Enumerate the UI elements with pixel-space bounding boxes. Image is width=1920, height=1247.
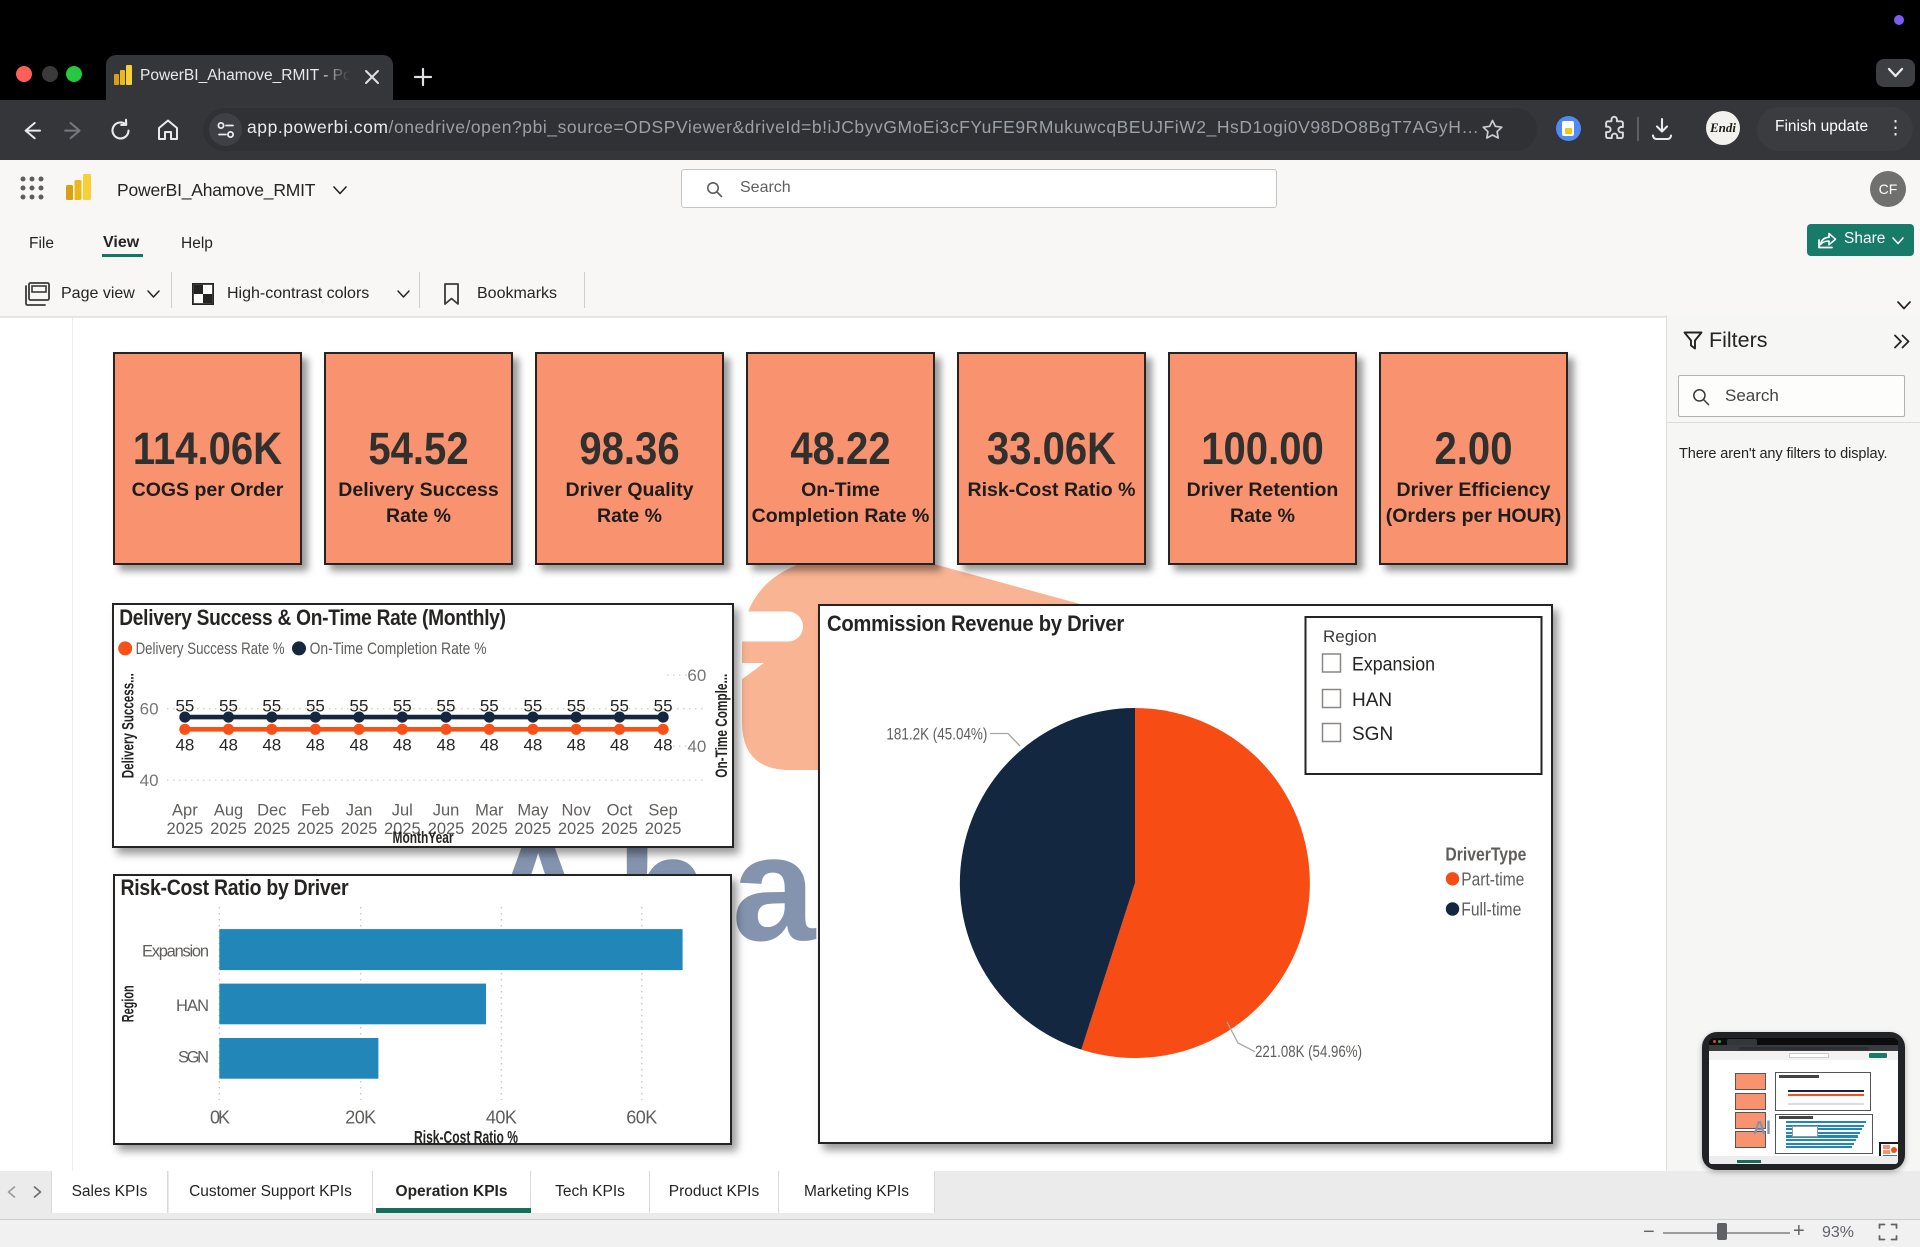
svg-text:48: 48 — [262, 736, 281, 755]
svg-text:2025: 2025 — [341, 820, 378, 838]
svg-text:Commission Revenue by Driver: Commission Revenue by Driver — [827, 612, 1124, 636]
svg-text:Region: Region — [119, 985, 138, 1022]
svg-text:2025: 2025 — [558, 820, 595, 838]
svg-text:2025: 2025 — [428, 820, 465, 838]
svg-text:48: 48 — [610, 736, 629, 755]
svg-text:Delivery Success & On-Time Rat: Delivery Success & On-Time Rate (Monthly… — [119, 606, 506, 631]
svg-text:Aug: Aug — [214, 802, 243, 820]
svg-text:55: 55 — [610, 697, 629, 716]
svg-text:55: 55 — [350, 697, 369, 716]
svg-text:2025: 2025 — [253, 820, 290, 838]
svg-text:55: 55 — [437, 697, 456, 716]
svg-text:60K: 60K — [626, 1108, 657, 1128]
svg-text:SGN: SGN — [178, 1049, 209, 1067]
svg-text:221.08K (54.96%): 221.08K (54.96%) — [1255, 1043, 1362, 1061]
svg-text:Expansion: Expansion — [1352, 655, 1435, 676]
svg-text:Jun: Jun — [433, 802, 460, 820]
svg-text:48: 48 — [567, 736, 586, 755]
svg-text:48: 48 — [523, 736, 542, 755]
svg-text:48: 48 — [480, 736, 499, 755]
svg-text:Jan: Jan — [346, 802, 373, 820]
svg-text:60: 60 — [140, 700, 159, 719]
svg-text:55: 55 — [654, 697, 673, 716]
svg-text:2025: 2025 — [297, 820, 334, 838]
svg-text:55: 55 — [567, 697, 586, 716]
svg-text:40K: 40K — [486, 1108, 517, 1128]
svg-text:MonthYear: MonthYear — [393, 828, 454, 847]
svg-text:2025: 2025 — [471, 820, 508, 838]
svg-text:2025: 2025 — [210, 820, 247, 838]
svg-text:Full-time: Full-time — [1461, 899, 1521, 919]
svg-text:2025: 2025 — [645, 820, 682, 838]
svg-text:Delivery Success...: Delivery Success... — [119, 673, 137, 778]
svg-text:55: 55 — [175, 697, 194, 716]
svg-text:40: 40 — [140, 771, 159, 790]
svg-text:2025: 2025 — [601, 820, 638, 838]
svg-text:55: 55 — [480, 697, 499, 716]
svg-text:Dec: Dec — [257, 802, 286, 820]
svg-text:55: 55 — [219, 697, 238, 716]
svg-text:Oct: Oct — [607, 802, 633, 820]
svg-text:55: 55 — [523, 697, 542, 716]
svg-text:48: 48 — [393, 736, 412, 755]
svg-text:2025: 2025 — [167, 820, 204, 838]
svg-text:48: 48 — [437, 736, 456, 755]
svg-text:181.2K (45.04%): 181.2K (45.04%) — [886, 726, 987, 744]
svg-text:Sep: Sep — [648, 802, 677, 820]
svg-text:48: 48 — [219, 736, 238, 755]
svg-text:May: May — [517, 802, 549, 820]
svg-text:48: 48 — [350, 736, 369, 755]
svg-text:48: 48 — [306, 736, 325, 755]
svg-text:Jul: Jul — [392, 802, 413, 820]
svg-text:Feb: Feb — [301, 802, 329, 820]
svg-text:2025: 2025 — [384, 820, 421, 838]
svg-text:Delivery Success Rate %: Delivery Success Rate % — [136, 640, 285, 658]
svg-text:60: 60 — [687, 666, 706, 685]
svg-text:On-Time Completion Rate %: On-Time Completion Rate % — [310, 640, 487, 658]
svg-text:20K: 20K — [345, 1108, 376, 1128]
svg-text:Mar: Mar — [475, 802, 504, 820]
svg-text:48: 48 — [654, 736, 673, 755]
svg-text:2025: 2025 — [515, 820, 552, 838]
svg-text:On-Time Comple...: On-Time Comple... — [713, 674, 731, 778]
svg-text:55: 55 — [306, 697, 325, 716]
svg-text:Risk-Cost Ratio by Driver: Risk-Cost Ratio by Driver — [121, 876, 349, 900]
svg-text:48: 48 — [175, 736, 194, 755]
svg-text:Part-time: Part-time — [1461, 869, 1524, 889]
svg-text:Expansion: Expansion — [142, 943, 209, 961]
svg-text:SGN: SGN — [1352, 724, 1393, 745]
svg-text:Region: Region — [1323, 627, 1377, 646]
svg-text:55: 55 — [393, 697, 412, 716]
svg-text:HAN: HAN — [1352, 690, 1392, 711]
svg-text:Apr: Apr — [172, 802, 198, 820]
svg-text:DriverType: DriverType — [1445, 844, 1526, 864]
svg-text:Risk-Cost Ratio %: Risk-Cost Ratio % — [414, 1127, 518, 1145]
svg-text:HAN: HAN — [176, 997, 209, 1015]
svg-text:0K: 0K — [210, 1108, 230, 1128]
svg-text:Nov: Nov — [562, 802, 592, 820]
svg-text:55: 55 — [262, 697, 281, 716]
svg-text:40: 40 — [687, 737, 706, 756]
